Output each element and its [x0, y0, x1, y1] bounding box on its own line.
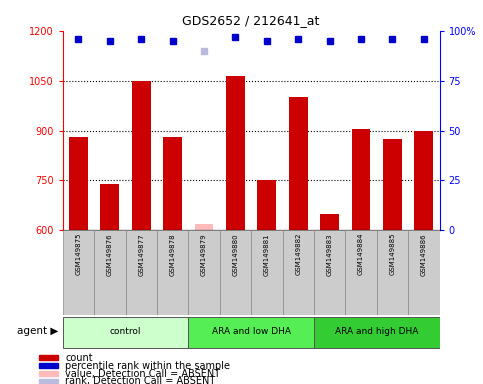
Text: rank, Detection Call = ABSENT: rank, Detection Call = ABSENT [65, 376, 215, 384]
Text: GSM149882: GSM149882 [295, 233, 301, 275]
Bar [126, 230, 157, 315]
Text: ARA and low DHA: ARA and low DHA [212, 327, 291, 336]
Bar [39, 379, 58, 383]
Bar [226, 76, 245, 230]
Text: value, Detection Call = ABSENT: value, Detection Call = ABSENT [65, 369, 220, 379]
Text: agent ▶: agent ▶ [16, 326, 58, 336]
Bar [383, 139, 402, 230]
Bar [63, 316, 188, 348]
Text: ARA and high DHA: ARA and high DHA [335, 327, 418, 336]
Bar [408, 230, 440, 315]
Bar [314, 316, 440, 348]
Text: GSM149875: GSM149875 [75, 233, 82, 275]
Text: count: count [65, 353, 93, 363]
Bar [220, 230, 251, 315]
Bar [100, 184, 119, 230]
Text: GSM149884: GSM149884 [358, 233, 364, 275]
Text: GSM149877: GSM149877 [138, 233, 144, 276]
Bar [314, 230, 345, 315]
Bar [63, 230, 94, 315]
Text: GSM149878: GSM149878 [170, 233, 176, 276]
Bar [157, 230, 188, 315]
Bar [39, 363, 58, 368]
Bar [39, 356, 58, 360]
Bar [188, 230, 220, 315]
Text: GSM149876: GSM149876 [107, 233, 113, 276]
Bar [39, 371, 58, 376]
Title: GDS2652 / 212641_at: GDS2652 / 212641_at [183, 14, 320, 27]
Text: GSM149881: GSM149881 [264, 233, 270, 276]
Text: GSM149886: GSM149886 [421, 233, 427, 276]
Bar [377, 230, 408, 315]
Bar [345, 230, 377, 315]
Bar [352, 129, 370, 230]
Text: GSM149885: GSM149885 [389, 233, 396, 275]
Text: control: control [110, 327, 142, 336]
Bar [163, 137, 182, 230]
Bar [320, 214, 339, 230]
Text: GSM149879: GSM149879 [201, 233, 207, 276]
Text: GSM149880: GSM149880 [232, 233, 239, 276]
Bar [94, 230, 126, 315]
Text: GSM149883: GSM149883 [327, 233, 333, 276]
Bar [195, 224, 213, 230]
Bar [289, 97, 308, 230]
Bar [69, 137, 88, 230]
Bar [283, 230, 314, 315]
Bar [257, 180, 276, 230]
Bar [188, 316, 314, 348]
Bar [414, 131, 433, 230]
Bar [132, 81, 151, 230]
Bar [251, 230, 283, 315]
Text: percentile rank within the sample: percentile rank within the sample [65, 361, 230, 371]
